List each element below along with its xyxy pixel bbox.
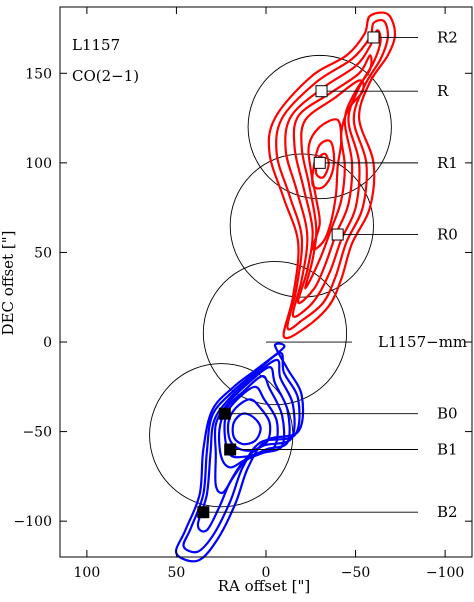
x-tick-label-4: −100	[426, 565, 464, 581]
x-tick-label-0: 100	[74, 565, 101, 581]
beam-circle-1	[247, 54, 392, 200]
position-label-r2: R2	[437, 28, 458, 46]
y-tick-label-3: 50	[34, 245, 52, 261]
x-axis-title: RA offset ["]	[218, 577, 311, 595]
red-contour-3	[284, 29, 382, 318]
position-label-r0: R0	[437, 226, 458, 244]
position-markers-layer	[197, 31, 380, 519]
position-marker-b2	[197, 506, 210, 519]
y-axis-title: DEC offset ["]	[0, 231, 17, 336]
axes-layer: 100 50 0 −50 −100 −100 −50 0 50 100 150	[14, 6, 473, 581]
x-tick-label-2: 0	[262, 565, 271, 581]
red-contour-5	[300, 79, 365, 290]
position-label-b1: B1	[437, 441, 458, 459]
position-marker-r2	[367, 31, 380, 44]
x-tick-label-1: 50	[168, 565, 186, 581]
y-tick-label-5: 150	[25, 66, 52, 82]
blue-contour-1	[174, 342, 305, 563]
beam-circle-4	[149, 363, 294, 508]
position-marker-r0	[331, 228, 344, 241]
y-tick-label-4: 100	[25, 156, 52, 172]
red-contour-2	[275, 19, 390, 331]
red-contour-6	[307, 118, 343, 251]
source-annotation: L1157	[72, 36, 120, 54]
position-label-l1157-mm: L1157−mm	[378, 333, 467, 351]
position-label-r: R	[437, 82, 449, 100]
position-labels-layer: R2 R R1 R0 L1157−mm B0 B1 B2	[203, 28, 467, 521]
y-tick-label-1: −50	[22, 425, 52, 441]
position-label-r1: R1	[437, 154, 458, 172]
red-contour-1	[267, 11, 397, 340]
position-label-b0: B0	[437, 405, 458, 423]
blue-contour-4	[213, 366, 291, 494]
blue-contour-2	[182, 351, 301, 554]
position-label-b2: B2	[437, 503, 458, 521]
plot-frame	[59, 6, 473, 558]
beam-circle-3	[202, 260, 348, 406]
position-marker-r	[315, 85, 328, 98]
line-annotation: CO(2−1)	[72, 67, 139, 85]
blue-lobe-contours	[174, 342, 305, 563]
blue-contour-8	[231, 412, 262, 446]
blue-contour-7	[226, 398, 272, 452]
y-tick-label-2: 0	[43, 335, 52, 351]
position-marker-r1	[313, 156, 326, 169]
blue-contour-5	[217, 375, 286, 469]
position-marker-b0	[218, 407, 231, 420]
y-tick-label-0: −100	[14, 514, 52, 530]
x-tick-label-3: −50	[341, 565, 371, 581]
position-marker-b1	[224, 443, 237, 456]
